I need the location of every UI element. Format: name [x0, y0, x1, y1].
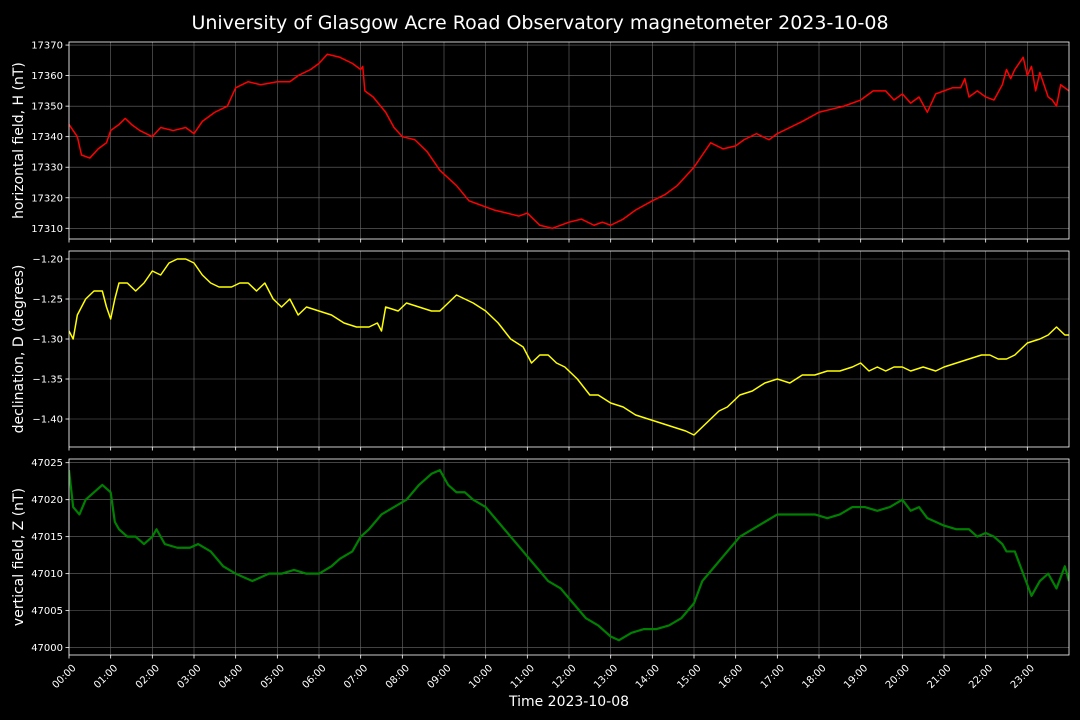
declination-panel: −1.20 −1.25 −1.30 −1.35 −1.40 declination, D … [11, 250, 1070, 451]
vertical-panel-frame [68, 458, 1070, 656]
y-tick-label: 47010 [31, 569, 63, 580]
horizontal-y-axis-label: horizontal field, H (nT) [11, 62, 27, 219]
y-tick-label: −1.20 [32, 255, 63, 266]
y-tick-label: 17310 [31, 224, 63, 235]
y-tick-label: 17360 [31, 71, 63, 82]
y-tick-label: −1.35 [32, 375, 63, 386]
declination-panel-frame [68, 250, 1070, 448]
y-tick-label: 17340 [31, 132, 63, 143]
declination-y-axis-label: declination, D (degrees) [11, 265, 27, 434]
declination-series-line [69, 258, 1069, 436]
y-tick-label: 47015 [31, 532, 63, 543]
y-tick-label: 47020 [31, 495, 63, 506]
x-axis-label: Time 2023-10-08 [508, 694, 629, 710]
y-tick-label: −1.40 [32, 415, 63, 426]
y-tick-label: 17330 [31, 163, 63, 174]
vertical-series-line [69, 468, 1069, 642]
vertical-panel: 47000 47005 47010 47015 47020 47025 vertical f… [11, 458, 1070, 659]
y-tick-label: −1.25 [32, 295, 63, 306]
y-tick-label: 17350 [31, 102, 63, 113]
y-tick-label: 17370 [31, 41, 63, 52]
horizontal-panel: 17310 17320 17330 17340 17350 17360 17370 horiz… [11, 41, 1070, 243]
y-tick-label: 47025 [31, 458, 63, 469]
y-tick-label: 17320 [31, 193, 63, 204]
y-tick-label: −1.30 [32, 335, 63, 346]
horizontal-panel-frame [68, 41, 1070, 240]
y-tick-label: 47000 [31, 643, 63, 654]
chart-title: University of Glasgow Acre Road Observat… [191, 12, 888, 34]
horizontal-series-line [69, 53, 1069, 230]
chart-panels: 17310 17320 17330 17340 17350 17360 17370 horiz… [11, 41, 1070, 659]
vertical-y-axis-label: vertical field, Z (nT) [11, 488, 27, 626]
y-tick-label: 47005 [31, 606, 63, 617]
